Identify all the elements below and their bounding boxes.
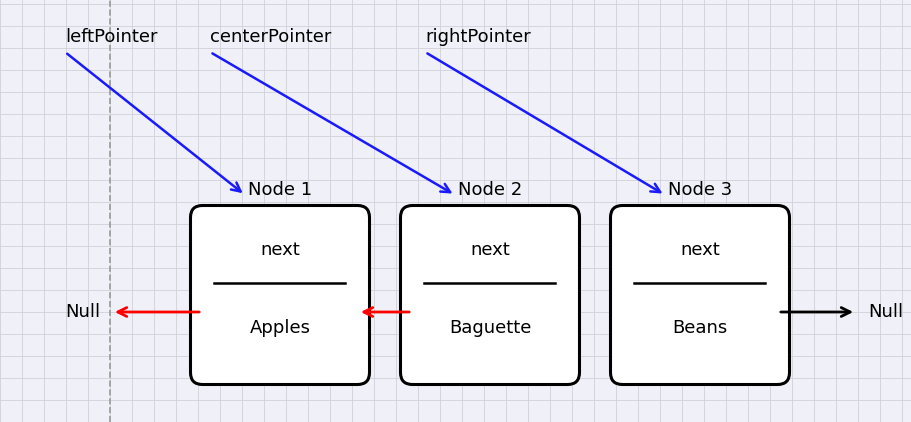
Text: Null: Null <box>65 303 100 321</box>
Text: next: next <box>260 241 300 259</box>
FancyBboxPatch shape <box>609 206 789 384</box>
Text: Apples: Apples <box>250 319 310 337</box>
Text: centerPointer: centerPointer <box>210 28 331 46</box>
Text: next: next <box>680 241 719 259</box>
Text: Beans: Beans <box>671 319 727 337</box>
Text: Null: Null <box>867 303 902 321</box>
Text: rightPointer: rightPointer <box>425 28 530 46</box>
Text: leftPointer: leftPointer <box>65 28 158 46</box>
Text: Node 1: Node 1 <box>248 181 312 200</box>
FancyBboxPatch shape <box>400 206 578 384</box>
Text: Node 3: Node 3 <box>667 181 732 200</box>
Text: Node 2: Node 2 <box>457 181 522 200</box>
FancyBboxPatch shape <box>190 206 369 384</box>
Text: Baguette: Baguette <box>448 319 530 337</box>
Text: next: next <box>469 241 509 259</box>
